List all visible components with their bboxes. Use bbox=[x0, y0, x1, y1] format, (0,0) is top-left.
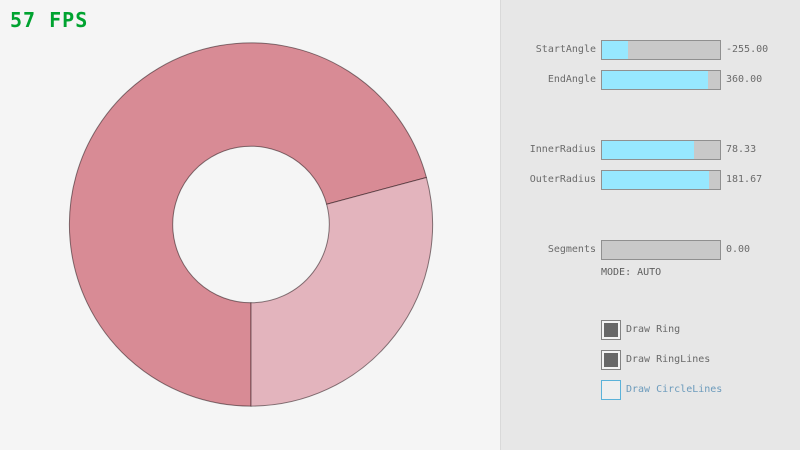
checkbox-label-draw-ringlines: Draw RingLines bbox=[626, 354, 711, 365]
slider-outerradius[interactable] bbox=[601, 170, 721, 190]
slider-row-startangle: StartAngle -255.00 bbox=[501, 40, 800, 60]
slider-value-startangle: -255.00 bbox=[726, 44, 769, 55]
slider-label-segments: Segments bbox=[547, 244, 596, 255]
slider-innerradius[interactable] bbox=[601, 140, 721, 160]
control-panel: StartAngle -255.00 EndAngle 360.00 Inner… bbox=[500, 0, 800, 450]
slider-row-endangle: EndAngle 360.00 bbox=[501, 70, 800, 90]
checkbox-draw-circlelines[interactable] bbox=[601, 380, 621, 400]
slider-value-segments: 0.00 bbox=[726, 244, 751, 255]
slider-row-innerradius: InnerRadius 78.33 bbox=[501, 140, 800, 160]
slider-value-innerradius: 78.33 bbox=[726, 144, 757, 155]
checkbox-draw-ring[interactable] bbox=[601, 320, 621, 340]
slider-row-segments: Segments 0.00 bbox=[501, 240, 800, 260]
slider-startangle[interactable] bbox=[601, 40, 721, 60]
slider-endangle[interactable] bbox=[601, 70, 721, 90]
slider-fill bbox=[602, 171, 710, 189]
slider-label-outerradius: OuterRadius bbox=[529, 174, 596, 185]
checkbox-label-draw-circlelines: Draw CircleLines bbox=[626, 384, 723, 395]
slider-label-endangle: EndAngle bbox=[547, 74, 596, 85]
ring-canvas bbox=[68, 42, 434, 407]
slider-segments[interactable] bbox=[601, 240, 721, 260]
checkbox-label-draw-ring: Draw Ring bbox=[626, 324, 681, 335]
ring-single-light bbox=[250, 176, 434, 407]
checkbox-row-draw-ring[interactable]: Draw Ring bbox=[501, 320, 800, 340]
slider-fill bbox=[602, 41, 628, 59]
slider-row-outerradius: OuterRadius 181.67 bbox=[501, 170, 800, 190]
checkbox-row-draw-circlelines[interactable]: Draw CircleLines bbox=[501, 380, 800, 400]
slider-fill bbox=[602, 141, 695, 159]
slider-fill bbox=[602, 71, 709, 89]
slider-label-innerradius: InnerRadius bbox=[529, 144, 596, 155]
slider-label-startangle: StartAngle bbox=[535, 44, 596, 55]
checkbox-row-draw-ringlines[interactable]: Draw RingLines bbox=[501, 350, 800, 370]
slider-value-outerradius: 181.67 bbox=[726, 174, 763, 185]
ring-overlap-dark bbox=[68, 42, 428, 407]
segments-mode-text: MODE: AUTO bbox=[601, 267, 662, 278]
fps-counter: 57 FPS bbox=[10, 8, 89, 32]
checkbox-draw-ringlines[interactable] bbox=[601, 350, 621, 370]
slider-value-endangle: 360.00 bbox=[726, 74, 763, 85]
